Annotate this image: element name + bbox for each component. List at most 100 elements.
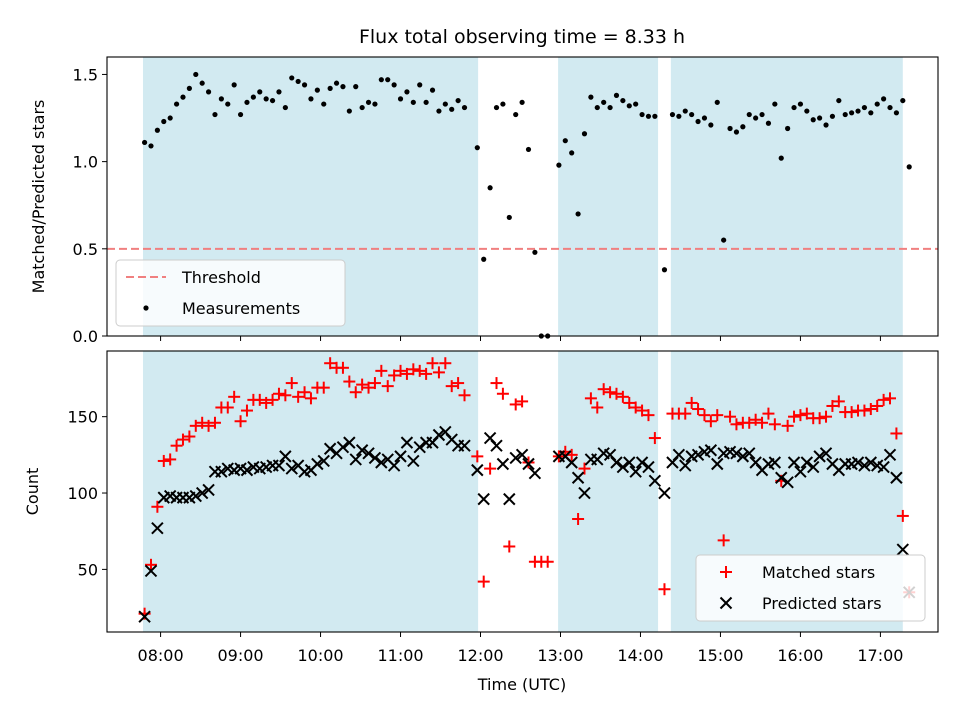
x-stroke: [781, 476, 794, 489]
measurement-point: [141, 139, 148, 146]
matched-star-point: [762, 407, 775, 420]
x-stroke: [317, 454, 330, 468]
x-tick-label: 16:00: [777, 646, 823, 665]
matched-star-point: [343, 375, 356, 388]
measurement-point: [581, 131, 588, 137]
measurement-point: [193, 71, 199, 78]
measurement-point: [487, 185, 493, 191]
measurement-point: [161, 118, 167, 125]
matched-star-point: [591, 401, 604, 414]
matched-star-point: [452, 377, 465, 390]
matched-star-point: [768, 418, 781, 431]
matched-star-point: [240, 404, 253, 417]
measurement-point: [588, 94, 594, 100]
matched-star-point: [317, 381, 330, 394]
measurement-point: [244, 99, 250, 105]
matched-star-point: [304, 392, 317, 405]
predicted-star-point: [432, 428, 446, 442]
measurement-point: [391, 82, 397, 88]
predicted-star-point: [394, 450, 407, 463]
matched-star-point: [503, 540, 516, 553]
predicted-star-point: [877, 460, 890, 474]
matched-star-point: [356, 378, 369, 391]
matched-star-point: [604, 386, 617, 399]
x-stroke: [407, 454, 420, 468]
matched-star-point: [794, 409, 807, 422]
axes-frame: [106, 56, 939, 337]
x-stroke: [375, 456, 388, 469]
matched-star-point: [616, 390, 629, 403]
matched-star-point: [170, 439, 183, 452]
x-stroke: [247, 460, 260, 474]
measurement-point: [378, 77, 384, 83]
x-stroke: [723, 445, 737, 459]
predicted-star-point: [509, 451, 522, 465]
x-stroke: [578, 486, 591, 500]
measurement-point: [436, 108, 442, 114]
x-stroke: [368, 451, 382, 465]
matched-star-point: [458, 389, 471, 402]
measurement-point: [269, 97, 276, 104]
matched-star-point: [858, 404, 871, 417]
legend: Matched stars Predicted stars: [695, 554, 926, 622]
x-stroke: [439, 425, 452, 439]
axes-frame: [106, 350, 939, 633]
x-stroke: [730, 447, 743, 460]
measurement-point: [212, 111, 218, 118]
measurement-point: [829, 113, 836, 119]
measurement-point: [474, 145, 480, 151]
x-stroke: [858, 459, 871, 472]
matched-star-point: [717, 534, 730, 547]
predicted-star-point: [138, 610, 151, 623]
predicted-star-point: [355, 444, 369, 457]
measurement-point: [205, 89, 212, 95]
measurement-point: [365, 99, 372, 105]
legend-entry: Measurements: [143, 299, 300, 318]
matched-star-point: [253, 393, 266, 406]
measurement-point: [842, 111, 848, 118]
measurement-point: [607, 104, 613, 111]
matched-star-point: [572, 512, 585, 525]
measurement-point: [167, 115, 173, 121]
measurement-point: [817, 115, 823, 121]
measurement-point: [397, 96, 404, 102]
x-stroke: [691, 448, 705, 462]
x-stroke: [291, 459, 305, 472]
predicted-star-point: [490, 439, 503, 452]
legend-box: [115, 259, 346, 327]
x-stroke: [138, 610, 151, 623]
matched-star-point: [228, 390, 241, 403]
measurement-point: [562, 138, 568, 144]
measurement-point: [461, 104, 468, 111]
predicted-star-point: [387, 459, 401, 472]
matched-star-point: [221, 401, 234, 414]
x-stroke: [400, 436, 414, 449]
x-stroke: [672, 448, 686, 462]
x-stroke: [648, 474, 662, 488]
x-stroke: [221, 462, 234, 475]
matched-star-point: [183, 430, 196, 443]
measurement-point: [733, 129, 740, 135]
measurement-point: [263, 96, 269, 102]
matched-star-point: [413, 364, 426, 377]
measurement-point: [613, 92, 620, 98]
measurement-point: [785, 125, 791, 132]
matched-star-point: [877, 393, 890, 406]
predicted-star-point: [144, 564, 158, 578]
matched-star-point: [749, 413, 762, 426]
measurement-point: [601, 99, 607, 105]
predicted-star-point: [890, 471, 903, 484]
measurement-point: [276, 89, 282, 95]
x-stroke: [704, 444, 718, 457]
bottom-panel-counts: 50 100 150 08:00 09:00 10:00 11:00 12:00 13:00 14…: [23, 350, 939, 665]
x-stroke: [336, 441, 350, 454]
matched-star-point: [845, 406, 858, 419]
measurement-point: [500, 101, 506, 107]
x-stroke: [515, 448, 529, 462]
matched-star-point: [781, 419, 794, 432]
predicted-star-point: [215, 465, 228, 478]
matched-star-point: [298, 386, 311, 399]
predicted-star-point: [362, 447, 375, 460]
measurement-point: [199, 80, 205, 86]
predicted-star-point: [477, 492, 490, 506]
